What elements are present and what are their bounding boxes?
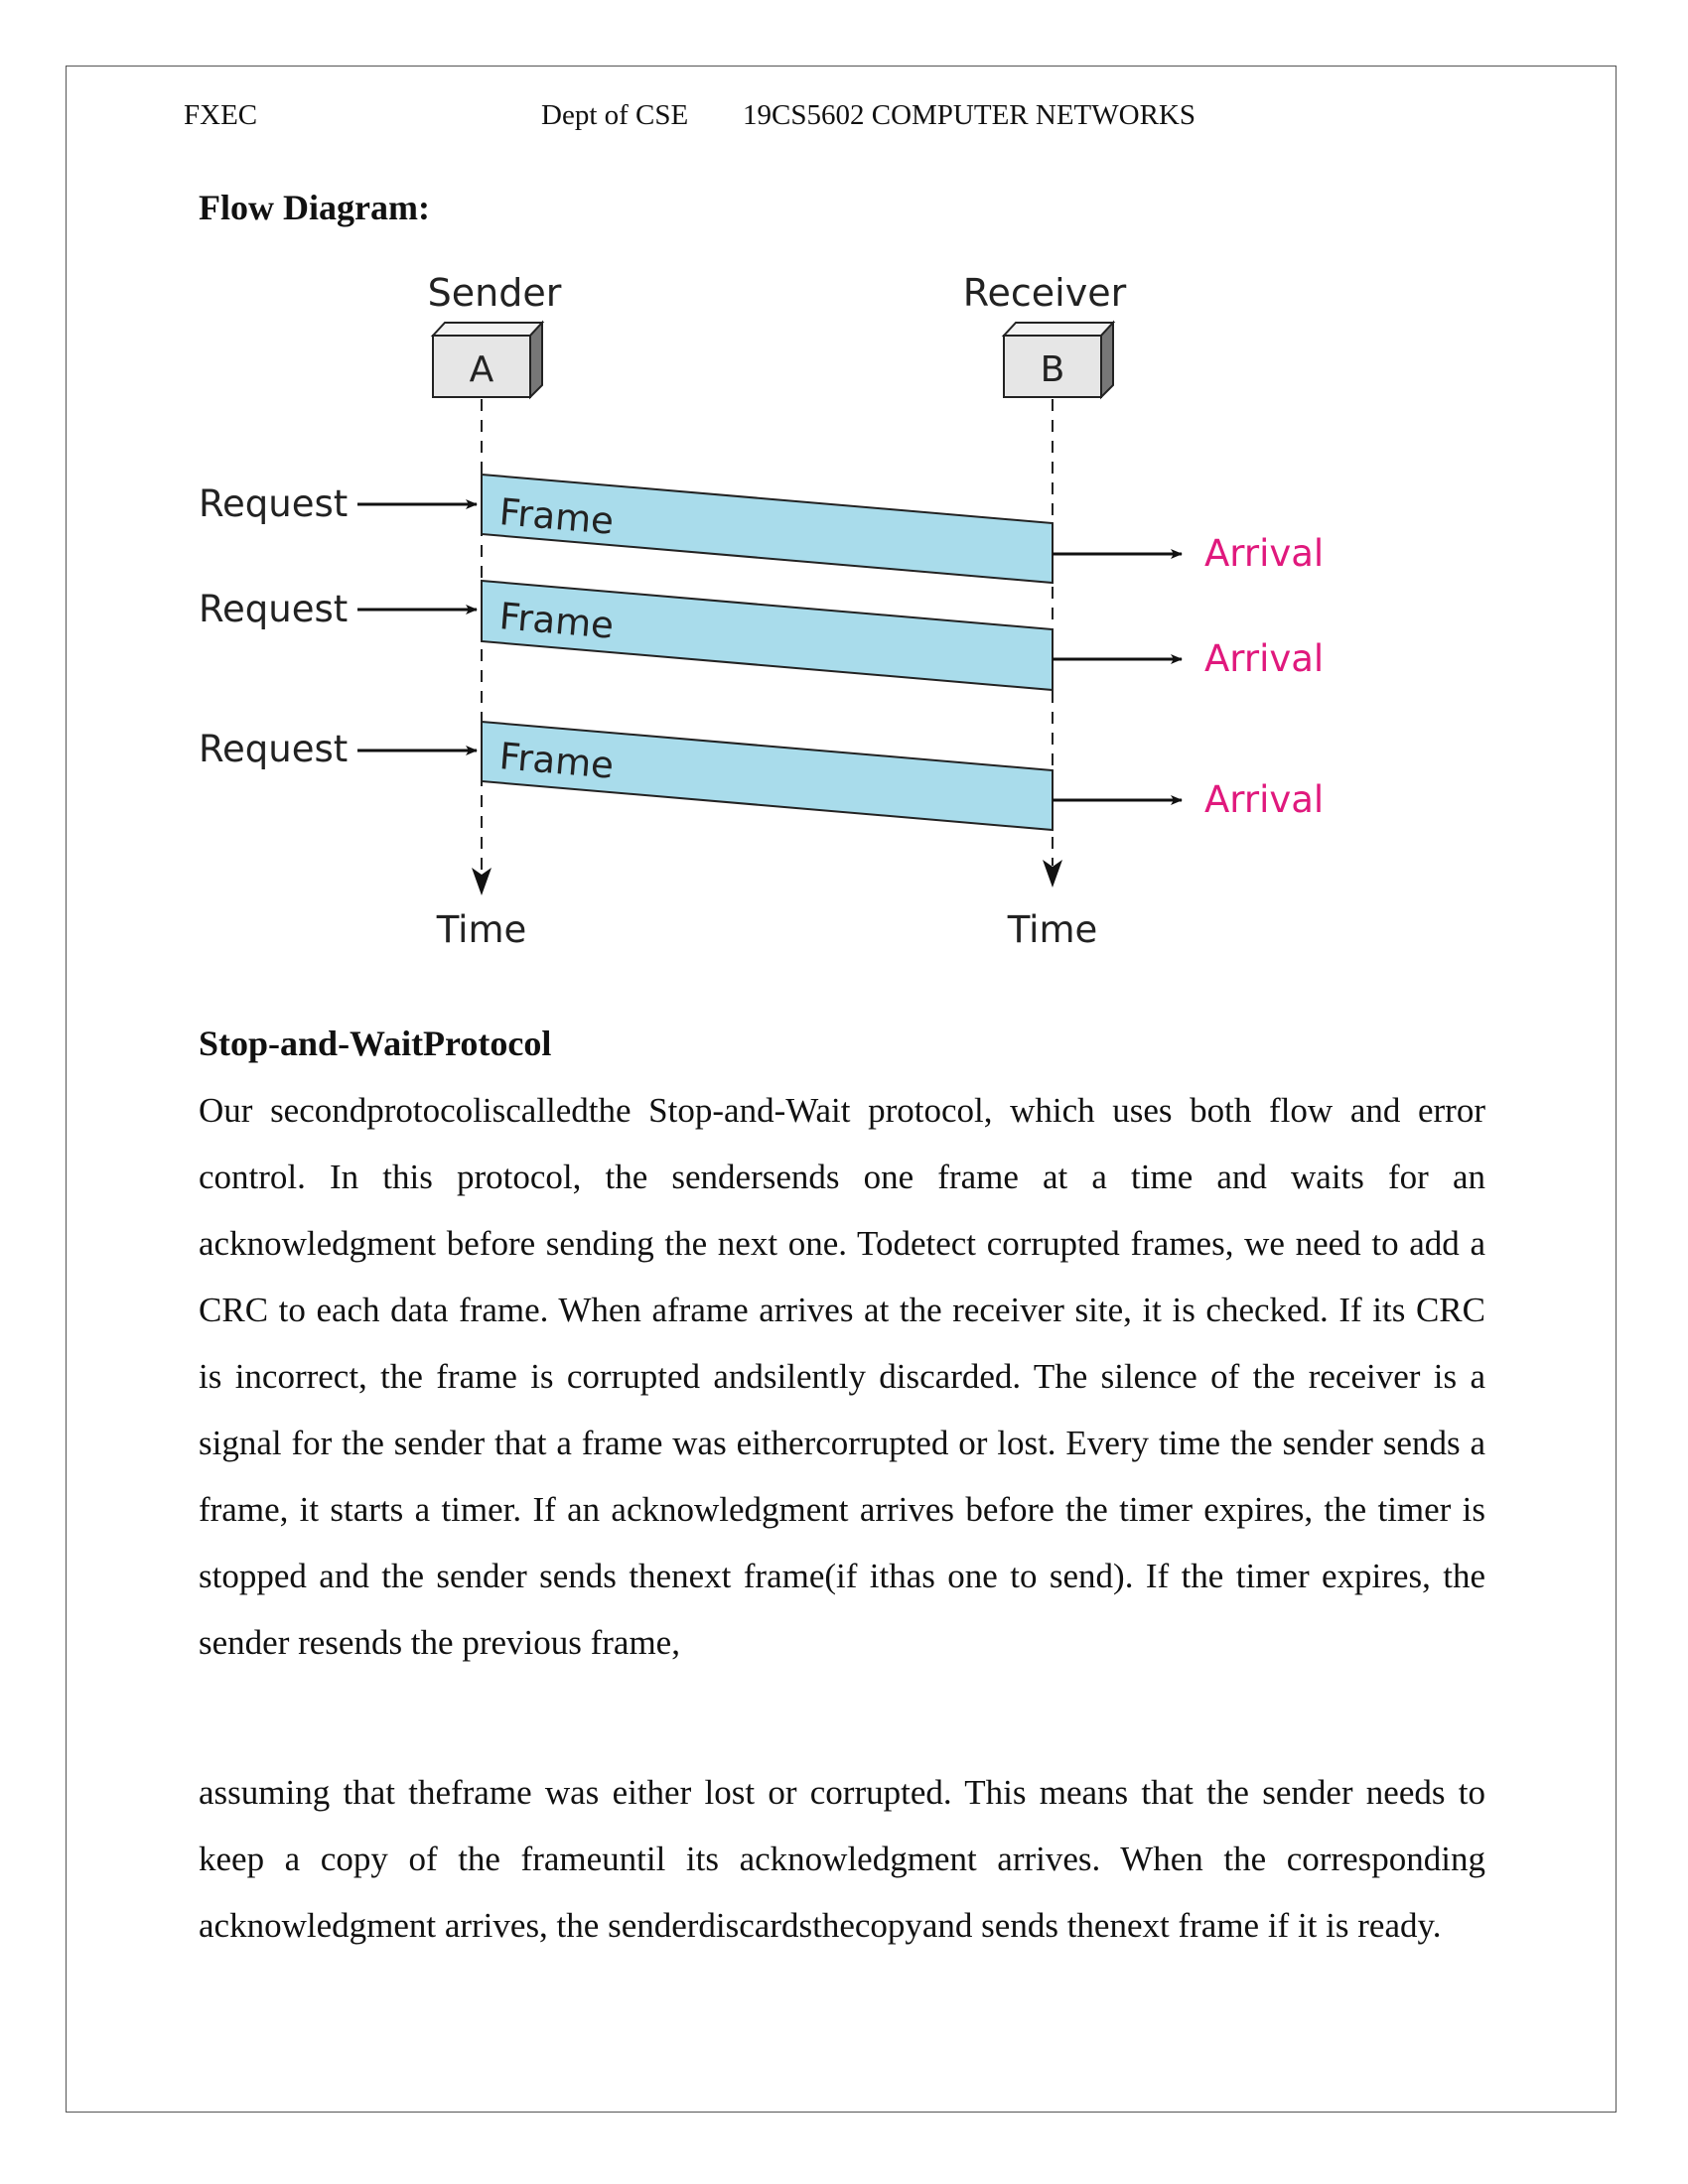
receiver-node-label: B bbox=[1041, 349, 1065, 390]
request-label: Request bbox=[199, 588, 348, 630]
frame-label: Frame bbox=[497, 490, 616, 543]
receiver-time-arrow-icon bbox=[1043, 860, 1062, 887]
header-course: 19CS5602 COMPUTER NETWORKS bbox=[743, 99, 1196, 131]
arrival-label: Arrival bbox=[1204, 637, 1324, 680]
request-label: Request bbox=[199, 482, 348, 525]
frame-box bbox=[481, 720, 1054, 832]
protocol-paragraph-1: Our secondprotocoliscalledthe Stop-and-W… bbox=[199, 1091, 1485, 1662]
header-institution: FXEC bbox=[184, 99, 258, 131]
arrival-label: Arrival bbox=[1204, 532, 1324, 575]
frame-label: Frame bbox=[497, 595, 616, 647]
sender-time-arrow-icon bbox=[472, 868, 492, 895]
page-border bbox=[66, 66, 1617, 2113]
frame-transfer-2: Request Frame Arrival bbox=[199, 579, 1324, 692]
flow-diagram-heading: Flow Diagram: bbox=[199, 188, 430, 227]
receiver-label: Receiver bbox=[963, 271, 1127, 315]
frame-label: Frame bbox=[497, 735, 616, 787]
protocol-heading: Stop-and-WaitProtocol bbox=[199, 1024, 552, 1063]
frame-transfer-3: Request Frame Arrival bbox=[199, 720, 1324, 832]
frame-transfer-1: Request Frame Arrival bbox=[199, 473, 1324, 585]
frame-box bbox=[481, 473, 1054, 585]
frame-box bbox=[481, 579, 1054, 692]
arrival-label: Arrival bbox=[1204, 778, 1324, 821]
sender-time-label: Time bbox=[436, 908, 527, 951]
header-department: Dept of CSE bbox=[541, 99, 689, 131]
protocol-paragraph-2: assuming that theframe was either lost o… bbox=[199, 1773, 1485, 1945]
sender-label: Sender bbox=[428, 271, 562, 315]
receiver-time-label: Time bbox=[1007, 908, 1098, 951]
sender-node: A bbox=[430, 320, 545, 400]
sender-node-label: A bbox=[470, 349, 494, 390]
receiver-node: B bbox=[1001, 320, 1116, 400]
request-label: Request bbox=[199, 728, 348, 770]
